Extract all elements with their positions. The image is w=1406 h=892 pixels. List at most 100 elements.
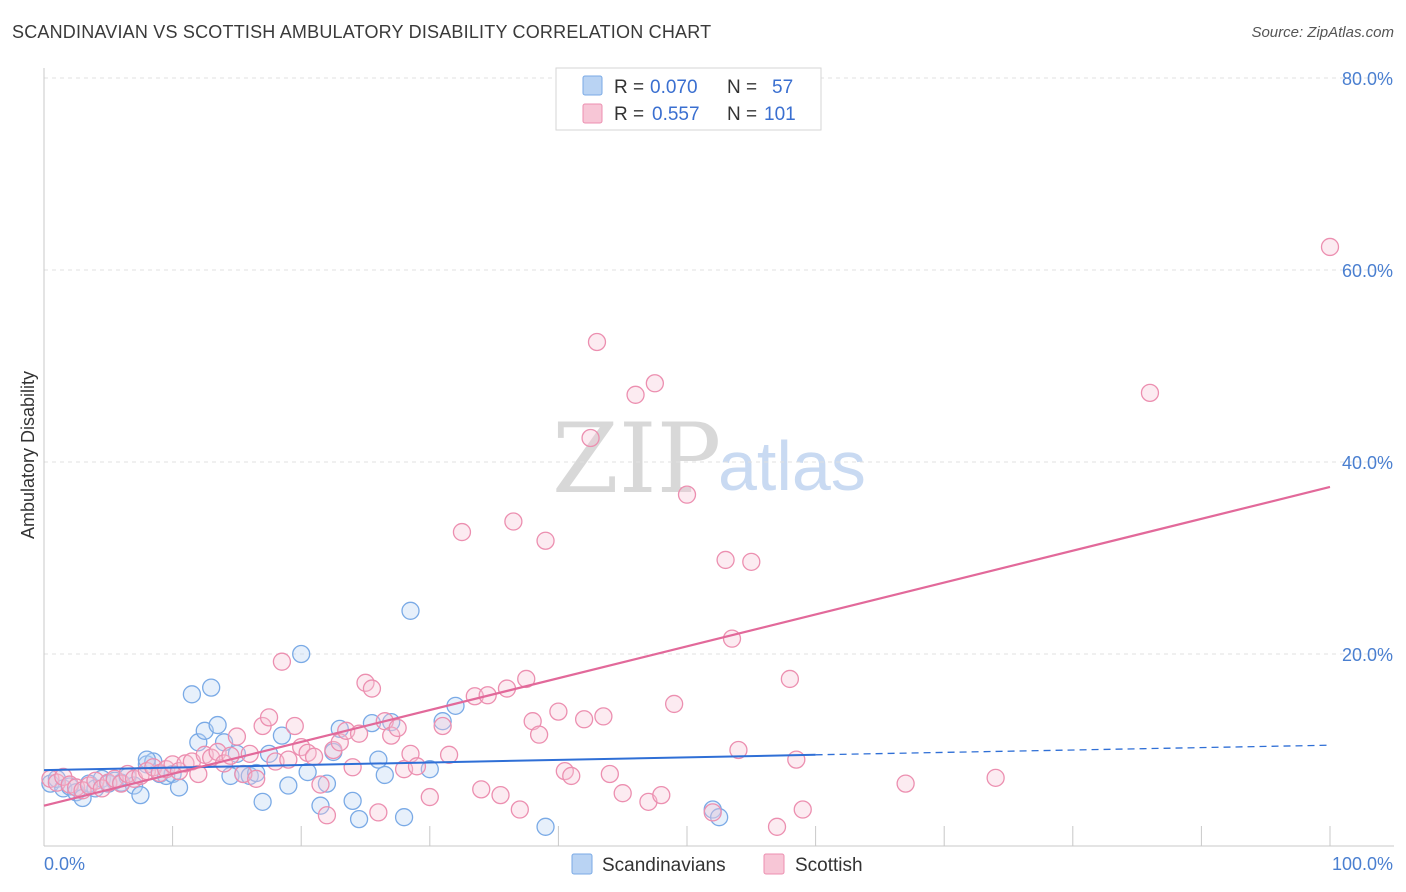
gridlines [44, 77, 1394, 655]
watermark-zip: ZIP [552, 403, 721, 515]
scottish-point [594, 707, 613, 726]
trend-lines [43, 485, 1331, 807]
legend-n-label-1: N = [727, 77, 757, 98]
scandinavians-trend-line [43, 753, 816, 772]
scandinavian-point [401, 601, 420, 620]
stats-legend: R = 0.070 N = 57 R = 0.557 N = 101 [555, 67, 822, 131]
scottish-point [645, 374, 664, 393]
source-credit: Source: ZipAtlas.com [1251, 24, 1394, 41]
scottish-point [729, 740, 748, 760]
legend-n-label-2: N = [727, 104, 757, 125]
scandinavian-point [343, 791, 362, 811]
scandinavian-point [253, 792, 272, 811]
scottish-point [787, 750, 806, 769]
y-tick-label: 80.0% [1342, 69, 1393, 89]
y-tick-label: 60.0% [1342, 261, 1393, 281]
scandinavian-point [311, 796, 330, 815]
scottish-point [517, 669, 536, 689]
scottish-point [716, 550, 735, 570]
scottish-point [742, 552, 761, 571]
series-legend: Scandinavians Scottish [571, 853, 863, 876]
scottish-point [793, 800, 812, 819]
scottish-point [452, 522, 472, 542]
scottish-point [896, 774, 915, 793]
scandinavian-point [394, 808, 414, 827]
scottish-point [362, 679, 382, 698]
scandinavian-point [536, 817, 555, 836]
scottish-point [986, 768, 1005, 787]
chart-title: SCANDINAVIAN VS SCOTTISH AMBULATORY DISA… [12, 22, 712, 42]
scottish-point [369, 803, 388, 822]
legend-r-value-2: 0.557 [652, 104, 700, 125]
scottish-point [472, 780, 491, 799]
scottish-point [613, 784, 632, 803]
bottom-legend-swatch-blue [571, 853, 593, 875]
scottish-point [259, 708, 279, 727]
scottish-point [1320, 237, 1340, 257]
legend-r-label-1: R = [614, 77, 644, 98]
scottish-point [677, 485, 697, 504]
x-ticks [172, 826, 1331, 846]
scottish-point [504, 512, 523, 531]
scandinavian-point [247, 763, 266, 783]
scottish-point [536, 531, 555, 550]
scottish-point [304, 747, 324, 766]
scandinavian-point [272, 726, 292, 745]
scandinavian-point [375, 765, 394, 785]
scottish-point [407, 757, 427, 776]
scottish-point [549, 702, 568, 721]
scottish-point [587, 332, 607, 352]
scandinavian-point [292, 644, 311, 664]
scandinavian-point [131, 785, 150, 805]
legend-r-label-2: R = [614, 104, 644, 125]
legend-n-value-1: 57 [772, 77, 793, 98]
scottish-point [343, 758, 362, 777]
scottish-point [433, 716, 452, 736]
scottish-point [510, 800, 529, 819]
scottish-point [388, 718, 407, 738]
scandinavian-point [349, 809, 369, 829]
scottish-point [420, 787, 439, 807]
bottom-legend-scottish: Scottish [795, 855, 863, 876]
scandinavian-point [169, 778, 189, 797]
y-tick-labels: 20.0% 40.0% 60.0% 80.0% [1342, 69, 1393, 665]
legend-r-value-1: 0.070 [650, 77, 698, 98]
scandinavian-point [279, 776, 298, 795]
scottish-point [780, 669, 800, 689]
scottish-point [439, 745, 459, 764]
scottish-point [272, 652, 292, 671]
scottish-point [491, 785, 510, 805]
scottish-point [279, 750, 298, 769]
scandinavian-point [433, 712, 452, 731]
scottish-point [574, 710, 594, 729]
legend-n-value-2: 101 [764, 104, 796, 125]
scottish-trend-line [43, 485, 1331, 807]
legend-swatch-blue [582, 75, 603, 96]
watermark-atlas: atlas [718, 427, 866, 505]
y-tick-label: 40.0% [1342, 453, 1393, 473]
scottish-point [600, 764, 619, 784]
scottish-point [626, 385, 645, 404]
scandinavian-point [182, 685, 202, 704]
scottish-point [664, 694, 684, 714]
scandinavian-point [369, 750, 388, 769]
scandinavian-point [317, 774, 337, 793]
scottish-point [189, 764, 208, 784]
x-tick-label-max: 100.0% [1332, 854, 1393, 874]
scottish-point [562, 766, 581, 786]
scandinavian-point [202, 678, 221, 697]
legend-swatch-pink [582, 103, 603, 124]
bottom-legend-swatch-pink [763, 853, 785, 875]
scandinavians-trend-extension [815, 744, 1331, 756]
scottish-point [581, 428, 600, 448]
scottish-point [703, 803, 722, 822]
scottish-point [767, 817, 787, 836]
scottish-point [311, 775, 330, 794]
scandinavian-point [208, 715, 227, 735]
bottom-legend-scandinavians: Scandinavians [602, 855, 726, 876]
scandinavian-point [298, 762, 317, 782]
scottish-point [330, 733, 349, 752]
scottish-point [1140, 383, 1160, 403]
scottish-point [227, 727, 247, 746]
